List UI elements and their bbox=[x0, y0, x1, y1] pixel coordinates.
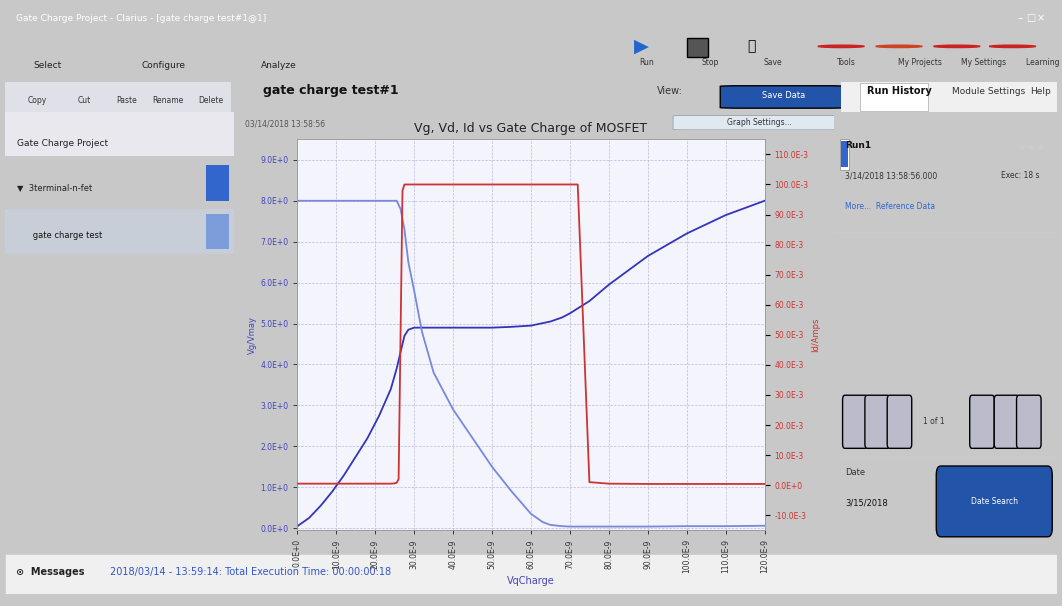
FancyBboxPatch shape bbox=[842, 395, 867, 448]
Text: 💾: 💾 bbox=[748, 39, 756, 53]
Text: Gate Charge Project - Clarius - [gate charge test#1@1]: Gate Charge Project - Clarius - [gate ch… bbox=[16, 14, 267, 22]
Text: ⊙  Messages: ⊙ Messages bbox=[16, 567, 84, 578]
Bar bbox=[5, 210, 234, 254]
Text: Stop: Stop bbox=[701, 58, 718, 67]
Text: ▶: ▶ bbox=[634, 37, 649, 56]
Circle shape bbox=[818, 45, 864, 47]
Text: My Projects: My Projects bbox=[898, 58, 942, 67]
Text: More...  Reference Data: More... Reference Data bbox=[845, 202, 935, 211]
Bar bbox=[841, 82, 1057, 112]
Text: Save Data: Save Data bbox=[761, 91, 805, 100]
Text: 3/14/2018 13:58:56.000: 3/14/2018 13:58:56.000 bbox=[845, 171, 937, 181]
Text: Module Settings: Module Settings bbox=[952, 87, 1025, 96]
Text: ★★★: ★★★ bbox=[1016, 144, 1046, 154]
Text: Graph Settings...: Graph Settings... bbox=[727, 118, 791, 127]
Text: Date Search: Date Search bbox=[971, 497, 1017, 506]
Text: gate charge test: gate charge test bbox=[17, 231, 102, 241]
Y-axis label: Vg/Vmay: Vg/Vmay bbox=[249, 316, 257, 354]
Text: 3/15/2018: 3/15/2018 bbox=[845, 499, 888, 508]
Y-axis label: Id/Amps: Id/Amps bbox=[811, 318, 820, 352]
FancyBboxPatch shape bbox=[994, 395, 1018, 448]
Bar bbox=[840, 139, 850, 170]
Bar bbox=[5, 82, 232, 112]
Text: ▼  3terminal-n-fet: ▼ 3terminal-n-fet bbox=[17, 183, 92, 192]
Text: Cut: Cut bbox=[78, 96, 90, 105]
Text: □: □ bbox=[1026, 13, 1035, 23]
Bar bbox=[841, 141, 849, 167]
Circle shape bbox=[933, 45, 980, 47]
FancyBboxPatch shape bbox=[673, 116, 845, 130]
X-axis label: VqCharge: VqCharge bbox=[508, 576, 554, 586]
Text: 2018/03/14 - 13:59:14: Total Execution Time: 00:00:00:18: 2018/03/14 - 13:59:14: Total Execution T… bbox=[110, 567, 392, 578]
Text: Paste: Paste bbox=[116, 96, 137, 105]
Bar bbox=[5, 112, 234, 156]
Text: 03/14/2018 13:58:56: 03/14/2018 13:58:56 bbox=[245, 120, 325, 128]
Text: View:: View: bbox=[657, 86, 683, 96]
FancyBboxPatch shape bbox=[720, 86, 846, 108]
FancyBboxPatch shape bbox=[937, 466, 1052, 537]
FancyBboxPatch shape bbox=[887, 395, 911, 448]
Text: ×: × bbox=[1037, 13, 1045, 23]
Text: 1 of 1: 1 of 1 bbox=[923, 418, 945, 426]
Text: Copy: Copy bbox=[28, 96, 47, 105]
Text: Gate Charge Project: Gate Charge Project bbox=[17, 139, 108, 148]
Text: Run1: Run1 bbox=[845, 141, 871, 150]
Circle shape bbox=[876, 45, 922, 47]
Bar bbox=[206, 214, 229, 249]
Text: Analyze: Analyze bbox=[261, 61, 296, 70]
Text: Run History: Run History bbox=[868, 86, 932, 96]
Text: Exec: 18 s: Exec: 18 s bbox=[1000, 171, 1040, 181]
Text: gate charge test#1: gate charge test#1 bbox=[263, 84, 398, 97]
Bar bbox=[860, 84, 928, 110]
Text: Delete: Delete bbox=[198, 96, 223, 105]
Text: Tools: Tools bbox=[837, 58, 856, 67]
FancyBboxPatch shape bbox=[970, 395, 994, 448]
Text: –: – bbox=[1017, 13, 1023, 23]
FancyBboxPatch shape bbox=[687, 38, 707, 58]
Text: Date: Date bbox=[845, 468, 864, 477]
Text: Select: Select bbox=[33, 61, 62, 70]
Text: Rename: Rename bbox=[153, 96, 184, 105]
Text: Learning Center: Learning Center bbox=[1026, 58, 1062, 67]
Text: Save: Save bbox=[764, 58, 782, 67]
Title: Vg, Vd, Id vs Gate Charge of MOSFET: Vg, Vd, Id vs Gate Charge of MOSFET bbox=[414, 122, 648, 135]
Text: Configure: Configure bbox=[141, 61, 185, 70]
Bar bbox=[206, 165, 229, 201]
Circle shape bbox=[990, 45, 1035, 47]
Text: My Settings: My Settings bbox=[960, 58, 1006, 67]
Text: Run: Run bbox=[639, 58, 654, 67]
Text: Help: Help bbox=[1030, 87, 1051, 96]
FancyBboxPatch shape bbox=[1016, 395, 1041, 448]
FancyBboxPatch shape bbox=[864, 395, 890, 448]
